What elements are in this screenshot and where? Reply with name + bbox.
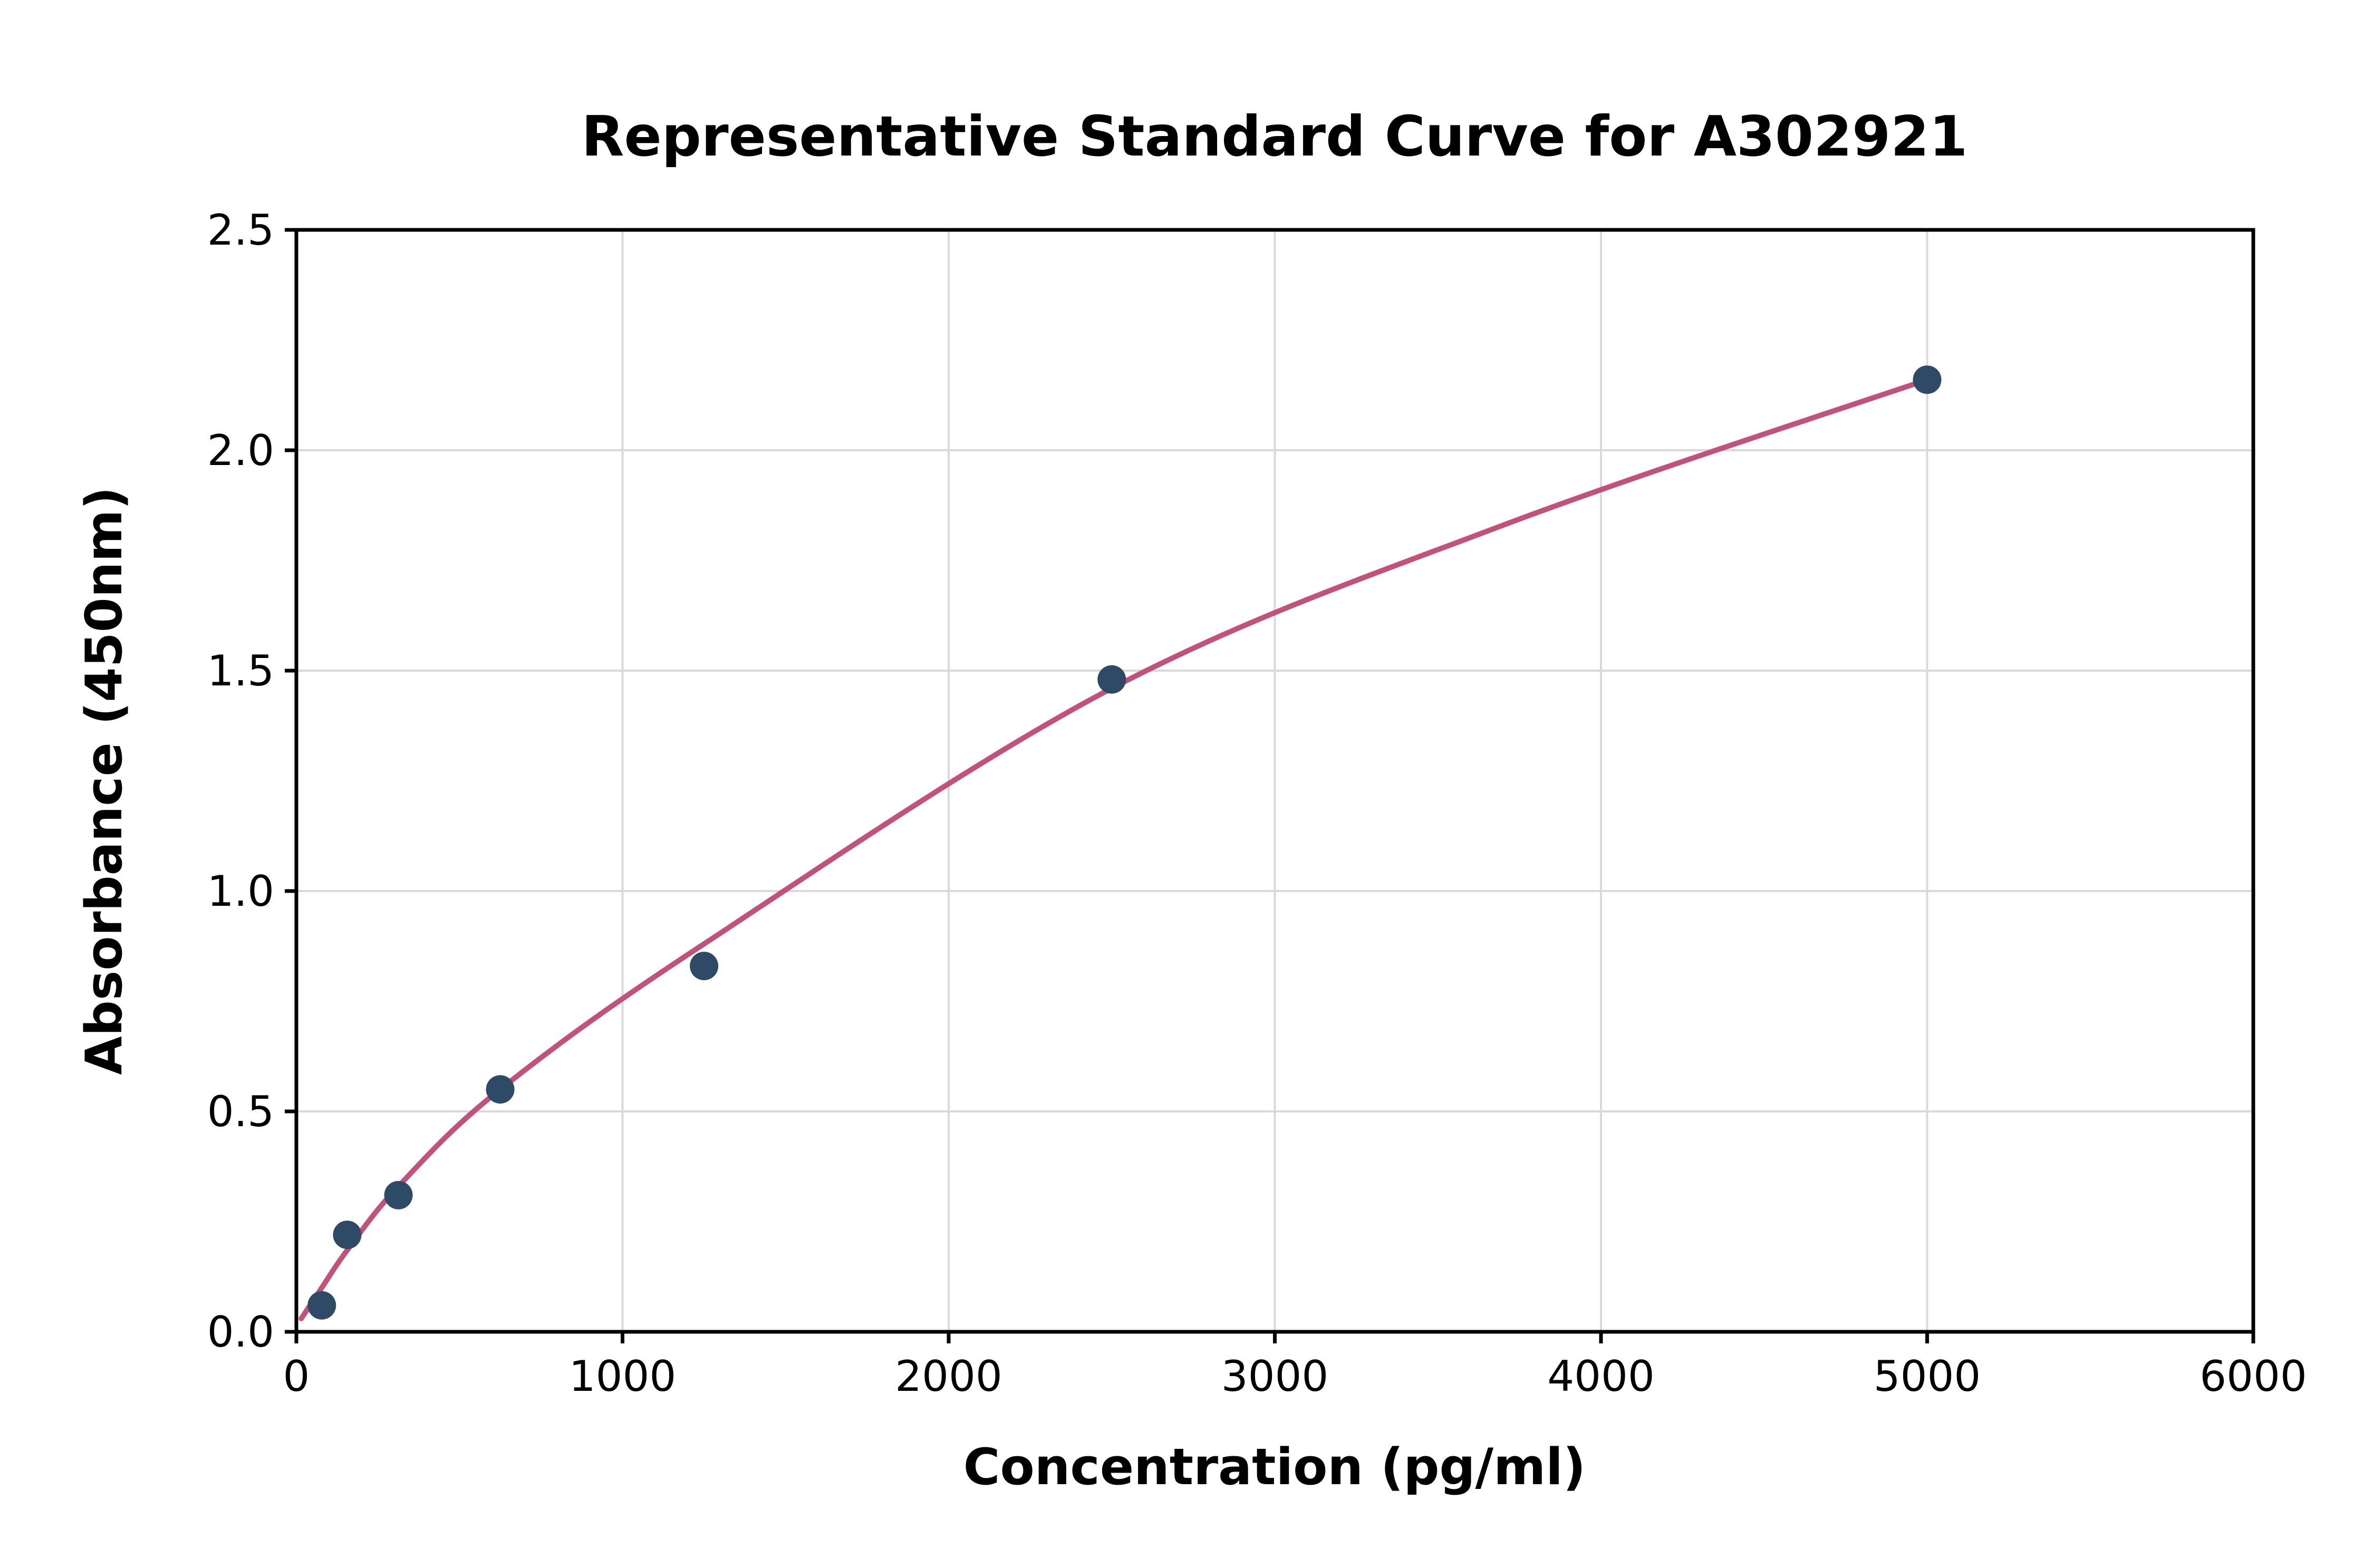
data-point xyxy=(333,1221,362,1250)
grid-layer xyxy=(295,229,2254,1333)
y-tick-label: 1.5 xyxy=(207,646,274,695)
data-point xyxy=(384,1180,413,1209)
data-point xyxy=(1097,665,1126,694)
x-axis-label: Concentration (pg/ml) xyxy=(963,1438,1586,1496)
x-tick-label: 5000 xyxy=(1874,1352,1981,1401)
data-point xyxy=(307,1291,336,1320)
fit-curve xyxy=(298,377,1930,1321)
y-axis-label: Absorbance (450nm) xyxy=(75,487,133,1075)
y-tick-label: 2.5 xyxy=(207,206,274,255)
data-points-layer xyxy=(307,365,1942,1320)
x-tick-label: 1000 xyxy=(569,1352,677,1401)
tick-layer: 0 1000 2000 3000 4000 5000 6000 0.0 0.5 1.0 1.5 2.0… xyxy=(207,206,2307,1401)
x-tick-label: 6000 xyxy=(2200,1352,2307,1401)
x-tick-label: 3000 xyxy=(1221,1352,1329,1401)
x-tick-label: 2000 xyxy=(895,1352,1002,1401)
y-tick-label: 1.0 xyxy=(207,867,274,916)
y-tick-label: 2.0 xyxy=(207,426,274,475)
y-tick-label: 0.5 xyxy=(207,1087,274,1136)
chart-title: Representative Standard Curve for A30292… xyxy=(582,104,1968,169)
x-tick-label: 0 xyxy=(283,1352,310,1401)
x-tick-label: 4000 xyxy=(1547,1352,1655,1401)
data-point xyxy=(690,952,719,981)
fit-curve-layer xyxy=(298,377,1930,1321)
data-point xyxy=(486,1075,515,1104)
y-tick-label: 0.0 xyxy=(207,1308,274,1357)
data-point xyxy=(1913,365,1942,394)
